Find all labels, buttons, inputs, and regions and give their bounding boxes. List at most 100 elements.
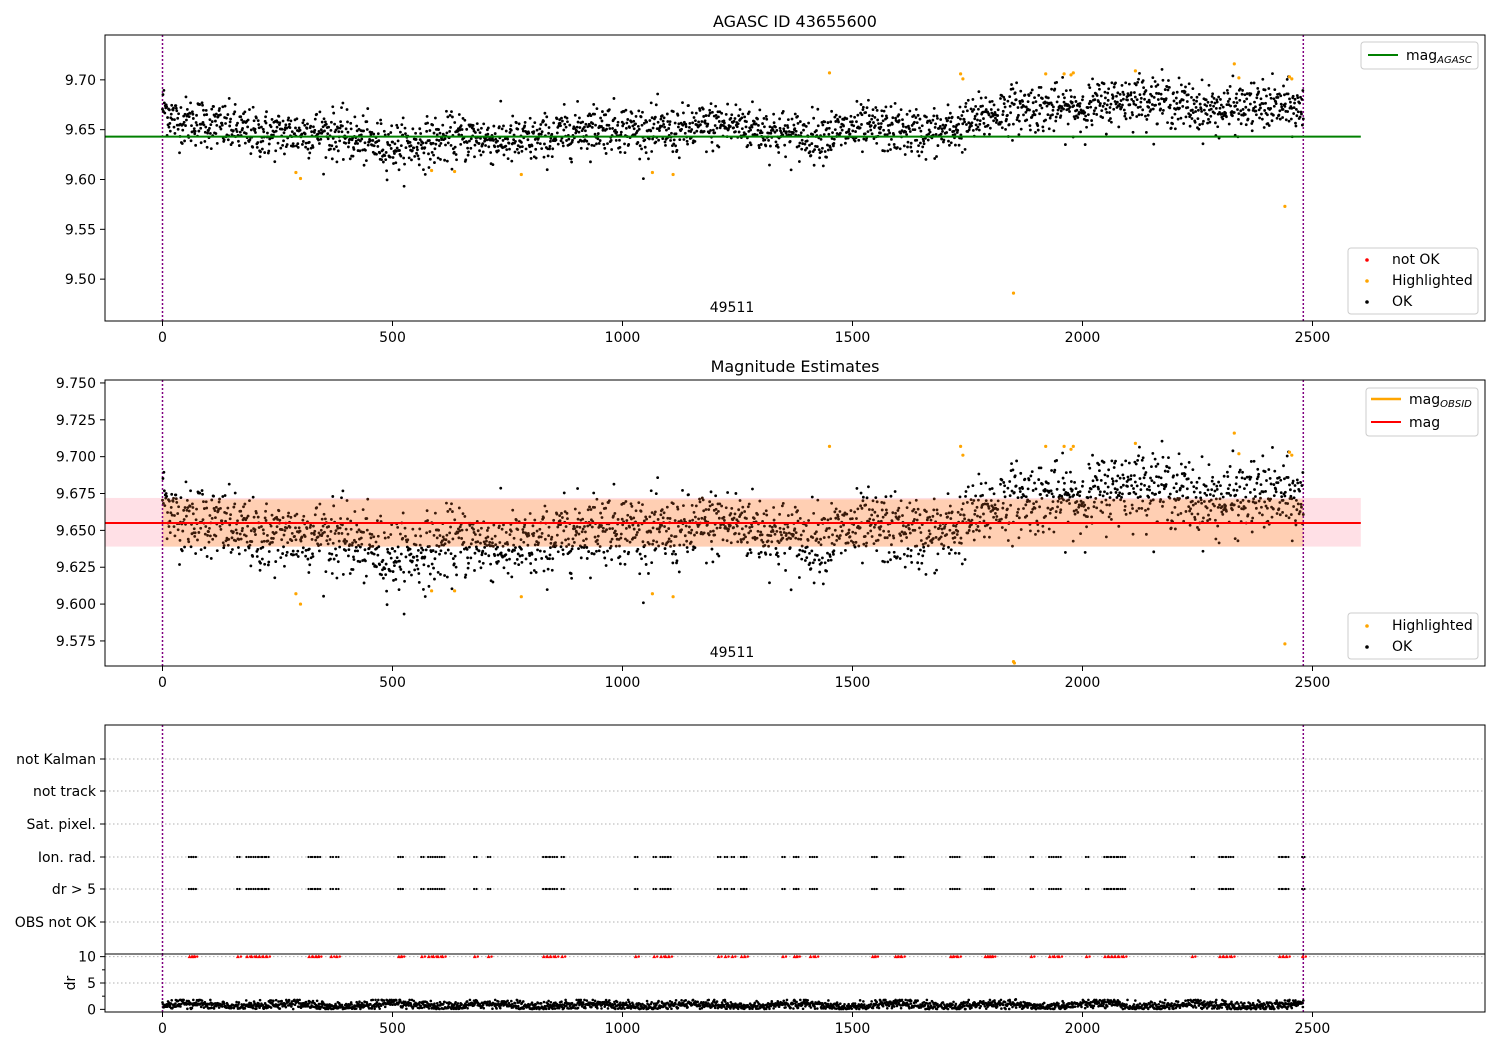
ok-point [1149,477,1152,480]
ok-point [778,541,781,544]
ok-point [1014,91,1017,94]
ok-point [172,500,175,503]
ok-point [162,93,165,96]
ok-point [1184,86,1187,89]
ok-point [223,139,226,142]
ok-point [1074,117,1077,120]
ok-point [813,164,816,167]
ok-point [1147,508,1150,511]
ok-point [263,151,266,154]
ok-point [1239,469,1242,472]
ok-point [1029,129,1032,132]
ok-point [439,158,442,161]
ok-point [1175,102,1178,105]
ok-point [417,572,420,575]
ok-point [330,530,333,533]
ok-point [319,138,322,141]
ok-point [1237,539,1240,542]
ok-point [577,121,580,124]
ok-point [1003,102,1006,105]
ok-point [401,537,404,540]
ok-point [1034,113,1037,116]
ok-point [1136,81,1139,84]
ok-point [1089,106,1092,109]
ok-point [1139,495,1142,498]
ok-point [1229,465,1232,468]
ok-point [1160,476,1163,479]
ok-point [977,108,980,111]
ok-point [804,550,807,553]
ok-point [694,140,697,143]
ok-point [184,124,187,127]
ok-point [1241,471,1244,474]
ok-point [443,574,446,577]
ok-point [567,538,570,541]
ok-point [199,127,202,130]
ok-point [365,517,368,520]
ok-point [608,499,611,502]
ok-point [1162,456,1165,459]
ok-point [570,577,573,580]
ok-point [616,124,619,127]
ok-point [945,512,948,515]
ok-point [920,562,923,565]
ok-point [670,540,673,543]
ok-point [750,551,753,554]
ok-point [988,113,991,116]
ok-point [253,516,256,519]
ok-point [194,130,197,133]
ok-point [975,528,978,531]
ok-point [954,144,957,147]
ok-point [712,530,715,533]
ok-point [635,533,638,536]
ok-point [377,535,380,538]
ok-point [248,108,251,111]
ok-point [1118,494,1121,497]
ok-point [373,144,376,147]
ok-point [890,138,893,141]
ok-point [934,526,937,529]
ok-point [566,120,569,123]
ok-point [1012,123,1015,126]
ok-point [910,549,913,552]
ok-point [518,122,521,125]
ok-point [428,129,431,132]
ok-point [1014,474,1017,477]
ok-point [813,582,816,585]
ok-point [702,499,705,502]
ok-point [1139,477,1142,480]
ok-point [411,127,414,130]
ok-point [583,525,586,528]
ok-point [723,122,726,125]
ok-point [1197,528,1200,531]
ok-point [972,129,975,132]
ok-point [1072,540,1075,543]
ok-point [170,104,173,107]
ok-point [913,121,916,124]
ok-point [1019,90,1022,93]
ok-point [297,146,300,149]
ok-point [267,561,270,564]
ok-point [859,526,862,529]
ok-point [1104,96,1107,99]
ok-point [657,139,660,142]
ok-point [287,117,290,120]
ok-point [739,499,742,502]
ok-point [590,552,593,555]
ok-point [278,121,281,124]
ok-point [220,528,223,531]
ok-point [359,546,362,549]
ok-point [596,542,599,545]
ok-point [360,543,363,546]
ok-point [778,117,781,120]
ok-point [1301,124,1304,127]
ok-point [1130,484,1133,487]
ok-point [208,127,211,130]
ok-point [734,130,737,133]
ok-point [497,149,500,152]
ok-point [827,149,830,152]
ok-point [234,492,237,495]
ok-point [432,549,435,552]
ok-point [1194,518,1197,521]
ok-point [387,133,390,136]
